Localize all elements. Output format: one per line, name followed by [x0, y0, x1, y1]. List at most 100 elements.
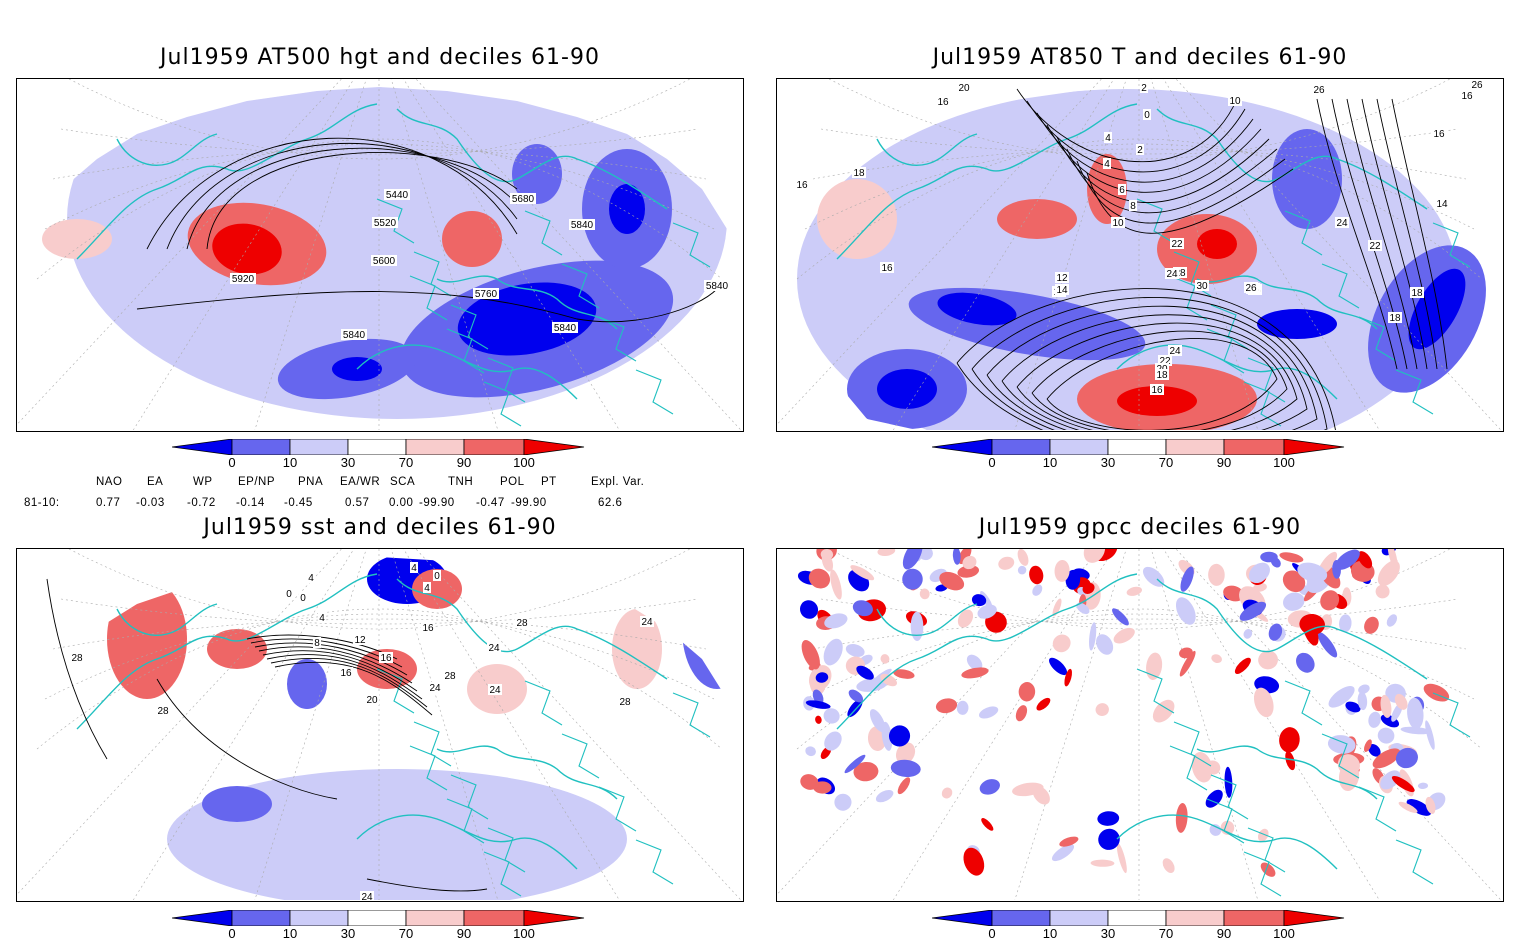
contour-label: 18: [1155, 369, 1169, 381]
precip-anomaly: [919, 588, 930, 600]
precip-anomaly: [1377, 727, 1395, 744]
svg-text:24: 24: [429, 683, 441, 694]
coastline: [356, 344, 578, 400]
svg-text:10: 10: [1229, 96, 1241, 107]
anomaly-area: [512, 144, 562, 204]
precip-anomaly: [1175, 802, 1188, 833]
svg-text:22: 22: [1171, 239, 1183, 250]
contour-label: 5840: [341, 329, 367, 341]
precip-anomaly: [939, 571, 965, 591]
precip-anomaly: [877, 549, 896, 557]
colorbar-strip: [172, 910, 585, 926]
sst-contour: [258, 646, 413, 684]
index-header: WP: [193, 476, 213, 488]
svg-text:10: 10: [1112, 218, 1124, 229]
precip-anomaly: [815, 715, 822, 724]
country-border: [413, 251, 452, 297]
map-mask: [17, 279, 157, 430]
svg-text:14: 14: [1436, 199, 1448, 210]
temperature-contour: [1016, 88, 1238, 163]
precip-anomaly: [1082, 582, 1095, 594]
svg-text:22: 22: [1369, 241, 1381, 252]
colorbar-tick-label: 10: [282, 926, 298, 941]
precip-anomaly: [1191, 751, 1213, 783]
precip-anomaly: [1380, 694, 1392, 718]
contour-label: 4: [318, 612, 326, 624]
longitude-gridline: [390, 549, 499, 900]
precip-anomaly: [893, 669, 915, 679]
map-mask: [777, 79, 1502, 279]
index-value: -0.03: [136, 497, 165, 509]
precip-anomaly: [1015, 705, 1028, 722]
contour-label: 0: [433, 570, 441, 582]
svg-text:8: 8: [1130, 201, 1136, 212]
precip-anomaly: [1089, 622, 1097, 651]
contour-label: 4: [1104, 132, 1112, 144]
colorbar-tick-label: 10: [1042, 926, 1058, 941]
latitude-gridline: [68, 79, 691, 160]
longitude-gridline: [1163, 79, 1380, 430]
precip-anomaly: [902, 549, 923, 570]
contour-label: 16: [880, 262, 894, 274]
precip-anomaly: [1279, 552, 1304, 563]
contour-label: 8: [313, 637, 321, 649]
contour-label: 2: [1140, 82, 1148, 94]
contour-label: 16: [795, 179, 809, 191]
precip-anomaly: [875, 789, 894, 803]
country-border: [1247, 827, 1286, 873]
sst-contour: [274, 661, 433, 716]
precip-anomaly: [880, 654, 890, 664]
longitude-gridline: [1175, 79, 1502, 430]
coastline: [876, 133, 978, 166]
contour-label: 14: [1435, 198, 1449, 210]
svg-text:28: 28: [444, 671, 456, 682]
contour-label: 20: [957, 82, 971, 94]
country-border: [672, 692, 711, 738]
svg-text:2: 2: [1137, 145, 1143, 156]
svg-text:28: 28: [619, 697, 631, 708]
country-border: [635, 839, 674, 885]
coastline: [116, 133, 218, 166]
precip-anomaly: [1234, 657, 1251, 674]
precip-anomaly: [1368, 744, 1381, 757]
contour-label: 12: [1055, 272, 1069, 284]
country-border: [1169, 275, 1208, 321]
precip-anomaly: [971, 594, 987, 607]
svg-text:20: 20: [958, 83, 970, 94]
colorbar-tick-label: 10: [282, 455, 298, 470]
precip-anomaly: [1032, 584, 1043, 596]
precip-anomaly: [902, 568, 923, 590]
temperature-contour: [1361, 98, 1428, 370]
contour-label: 5840: [552, 322, 578, 334]
temperature-contour: [1376, 98, 1438, 370]
contour-label: 24: [360, 891, 374, 900]
precip-anomaly: [1248, 562, 1270, 583]
panel-title-at500: Jul1959 AT500 hgt and deciles 61-90: [160, 45, 600, 70]
svg-text:2: 2: [1141, 83, 1147, 94]
svg-text:24: 24: [488, 643, 500, 654]
anomaly-area: [609, 184, 645, 234]
coastline: [356, 814, 578, 870]
colorbar-sst: 0 10 30 70 90 100: [172, 910, 592, 946]
svg-text:18: 18: [1156, 370, 1168, 381]
precip-anomaly: [952, 549, 961, 565]
contour-label: 4: [307, 572, 315, 584]
contour-label: 28: [1173, 267, 1187, 279]
precip-anomaly: [823, 708, 840, 724]
precip-anomaly: [978, 706, 999, 719]
temperature-contour: [956, 288, 1336, 430]
precip-anomaly: [1332, 560, 1341, 579]
precip-anomaly: [1126, 586, 1142, 596]
svg-text:18: 18: [1389, 313, 1401, 324]
country-border: [450, 774, 489, 820]
svg-text:5520: 5520: [374, 218, 397, 229]
colorbar-tick-label: 100: [1273, 455, 1295, 470]
index-value: 0.00: [389, 497, 414, 509]
svg-text:18: 18: [1411, 288, 1423, 299]
latitude-gridline: [36, 608, 723, 750]
precip-anomaly: [1116, 842, 1127, 874]
precip-anomaly: [956, 700, 969, 715]
precip-anomaly: [1243, 629, 1253, 639]
precip-anomaly: [808, 568, 831, 589]
precip-anomaly: [1017, 549, 1029, 566]
